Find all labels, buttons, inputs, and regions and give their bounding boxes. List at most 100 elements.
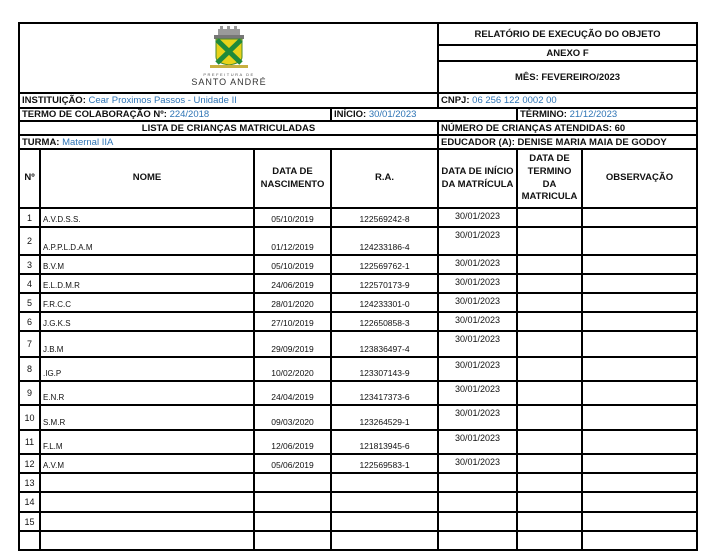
enroll-start-date: 30/01/2023 (437, 453, 518, 474)
row-number: 8 (18, 356, 41, 382)
observation (580, 491, 699, 513)
annex-label: ANEXO F (436, 44, 699, 62)
enroll-end-date (516, 311, 583, 332)
col-number: Nº (18, 148, 41, 209)
table-row: 7 J.B.M 29/09/2019 123836497-4 30/01/2023 (18, 330, 699, 358)
child-name: .IG.P (39, 356, 255, 382)
observation (580, 207, 699, 228)
ra-number: 123307143-9 (330, 356, 439, 382)
birth-date (253, 511, 332, 532)
table-row: 11 F.L.M 12/06/2019 121813945-6 30/01/2023 (18, 429, 699, 455)
institution-field: INSTITUIÇÃO: Cear Proximos Passos - Unid… (18, 92, 439, 109)
observation (580, 226, 699, 256)
ra-number: 124233186-4 (330, 226, 439, 256)
enroll-end-date (516, 207, 583, 228)
table-row: 13 (18, 472, 699, 493)
observation (580, 273, 699, 294)
ra-number (330, 491, 439, 513)
col-enroll-start: DATA DE INÍCIO DA MATRÍCULA (437, 148, 518, 209)
ra-number (330, 511, 439, 532)
child-name: E.L.D.M.R (39, 273, 255, 294)
child-name: A.V.D.S.S. (39, 207, 255, 228)
enroll-end-date (516, 254, 583, 275)
observation (580, 511, 699, 532)
enroll-start-date: 30/01/2023 (437, 404, 518, 431)
birth-date: 09/03/2020 (253, 404, 332, 431)
birth-date: 12/06/2019 (253, 429, 332, 455)
birth-date: 05/10/2019 (253, 254, 332, 275)
child-name: B.V.M (39, 254, 255, 275)
enroll-start-date (437, 472, 518, 493)
birth-date: 27/10/2019 (253, 311, 332, 332)
row-number: 14 (18, 491, 41, 513)
row-number: 11 (18, 429, 41, 455)
child-name (39, 511, 255, 532)
svg-text:PREFEITURA DE: PREFEITURA DE (203, 72, 254, 77)
row-number: 12 (18, 453, 41, 474)
ra-number: 124233301-0 (330, 292, 439, 313)
child-name (39, 472, 255, 493)
observation (580, 356, 699, 382)
enroll-end-date (516, 330, 583, 358)
row-number: 5 (18, 292, 41, 313)
col-observation: OBSERVAÇÃO (580, 148, 699, 209)
row-number: 9 (18, 380, 41, 406)
birth-date: 24/04/2019 (253, 380, 332, 406)
table-row: 4 E.L.D.M.R 24/06/2019 122570173-9 30/01/202… (18, 273, 699, 294)
row-number: 4 (18, 273, 41, 294)
enroll-start-date: 30/01/2023 (437, 254, 518, 275)
col-birth-date: DATA DE NASCIMENTO (253, 148, 332, 209)
birth-date: 24/06/2019 (253, 273, 332, 294)
ra-number: 122569762-1 (330, 254, 439, 275)
enroll-end-date (516, 292, 583, 313)
enroll-end-date (516, 491, 583, 513)
observation (580, 404, 699, 431)
enroll-start-date: 30/01/2023 (437, 356, 518, 382)
child-name: S.M.R (39, 404, 255, 431)
ra-number: 123836497-4 (330, 330, 439, 358)
row-number: 6 (18, 311, 41, 332)
enroll-end-date (516, 472, 583, 493)
ra-number: 122569242-8 (330, 207, 439, 228)
observation (580, 453, 699, 474)
child-name (39, 491, 255, 513)
ra-number: 122570173-9 (330, 273, 439, 294)
ra-number: 122650858-3 (330, 311, 439, 332)
table-row: 12 A.V.M 05/06/2019 122569583-1 30/01/2023 (18, 453, 699, 474)
enroll-start-date: 30/01/2023 (437, 273, 518, 294)
class-field: TURMA: Maternal IIA (18, 134, 439, 150)
observation (580, 292, 699, 313)
child-name: J.B.M (39, 330, 255, 358)
ra-number: 121813945-6 (330, 429, 439, 455)
report-title: RELATÓRIO DE EXECUÇÃO DO OBJETO (436, 22, 699, 46)
santo-andre-logo: PREFEITURA DE SANTO ANDRÉ (18, 22, 439, 94)
start-date-field: INÍCIO: 30/01/2023 (330, 107, 518, 122)
row-number: 2 (18, 226, 41, 256)
enroll-end-date (516, 511, 583, 532)
enroll-end-date (516, 429, 583, 455)
child-name: A.V.M (39, 453, 255, 474)
table-row: 3 B.V.M 05/10/2019 122569762-1 30/01/2023 (18, 254, 699, 275)
observation (580, 472, 699, 493)
table-row: 15 (18, 511, 699, 532)
term-field: TERMO DE COLABORAÇÃO Nº: 224/2018 (18, 107, 332, 122)
birth-date (253, 491, 332, 513)
enroll-start-date: 30/01/2023 (437, 380, 518, 406)
row-number: 13 (18, 472, 41, 493)
observation (580, 380, 699, 406)
ra-number: 122569583-1 (330, 453, 439, 474)
enroll-start-date: 30/01/2023 (437, 292, 518, 313)
enroll-start-date: 30/01/2023 (437, 207, 518, 228)
birth-date: 01/12/2019 (253, 226, 332, 256)
observation (580, 429, 699, 455)
ra-number (330, 472, 439, 493)
child-name: F.R.C.C (39, 292, 255, 313)
row-number: 7 (18, 330, 41, 358)
report-table: PREFEITURA DE SANTO ANDRÉ RELATÓRIO DE E… (18, 22, 699, 551)
birth-date: 10/02/2020 (253, 356, 332, 382)
enroll-end-date (516, 273, 583, 294)
list-title: LISTA DE CRIANÇAS MATRICULADAS (18, 120, 439, 136)
table-row: 6 J.G.K.S 27/10/2019 122650858-3 30/01/2023 (18, 311, 699, 332)
enroll-start-date: 30/01/2023 (437, 226, 518, 256)
enroll-end-date (516, 453, 583, 474)
